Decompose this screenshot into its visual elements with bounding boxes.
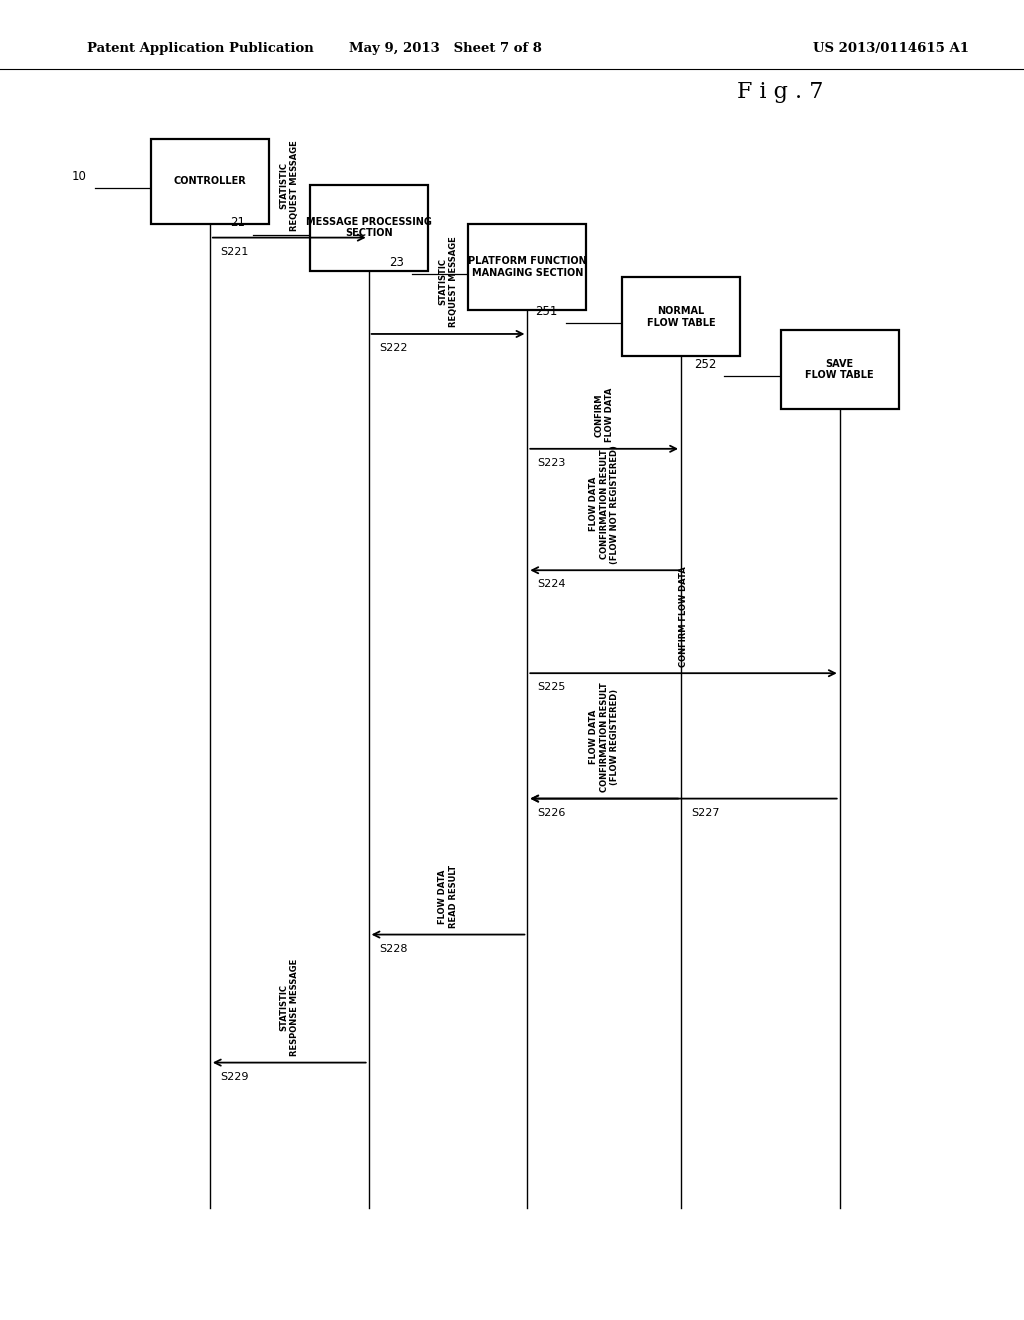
Text: S227: S227 <box>691 808 720 818</box>
Text: PLATFORM FUNCTION
MANAGING SECTION: PLATFORM FUNCTION MANAGING SECTION <box>468 256 587 279</box>
Text: STATISTIC
RESPONSE MESSAGE: STATISTIC RESPONSE MESSAGE <box>280 958 299 1056</box>
Text: FLOW DATA
CONFIRMATION RESULT
(FLOW REGISTERED): FLOW DATA CONFIRMATION RESULT (FLOW REGI… <box>589 682 620 792</box>
Text: CONFIRM FLOW DATA: CONFIRM FLOW DATA <box>679 566 688 667</box>
Text: NORMAL
FLOW TABLE: NORMAL FLOW TABLE <box>646 306 716 327</box>
Bar <box>152 139 268 224</box>
Text: S224: S224 <box>538 579 566 590</box>
Bar <box>623 277 739 356</box>
Bar <box>469 224 586 310</box>
Text: STATISTIC
REQUEST MESSAGE: STATISTIC REQUEST MESSAGE <box>438 236 458 327</box>
Text: 21: 21 <box>230 216 246 230</box>
Bar <box>780 330 899 409</box>
Text: S221: S221 <box>220 247 249 257</box>
Text: S225: S225 <box>538 682 566 693</box>
Text: Patent Application Publication: Patent Application Publication <box>87 42 313 55</box>
Text: S228: S228 <box>379 944 408 954</box>
Text: 251: 251 <box>536 305 557 318</box>
Text: CONFIRM
FLOW DATA: CONFIRM FLOW DATA <box>595 388 613 442</box>
Text: FLOW DATA
READ RESULT: FLOW DATA READ RESULT <box>438 865 458 928</box>
Text: SAVE
FLOW TABLE: SAVE FLOW TABLE <box>805 359 874 380</box>
Text: STATISTIC
REQUEST MESSAGE: STATISTIC REQUEST MESSAGE <box>280 140 299 231</box>
Text: CONTROLLER: CONTROLLER <box>173 177 247 186</box>
Text: 252: 252 <box>694 358 716 371</box>
Bar <box>309 185 428 271</box>
Text: 10: 10 <box>72 170 86 183</box>
Text: F i g . 7: F i g . 7 <box>737 82 823 103</box>
Text: MESSAGE PROCESSING
SECTION: MESSAGE PROCESSING SECTION <box>306 216 431 239</box>
Text: May 9, 2013   Sheet 7 of 8: May 9, 2013 Sheet 7 of 8 <box>349 42 542 55</box>
Text: 23: 23 <box>389 256 403 269</box>
Text: FLOW DATA
CONFIRMATION RESULT
(FLOW NOT REGISTERED): FLOW DATA CONFIRMATION RESULT (FLOW NOT … <box>589 445 620 564</box>
Text: S223: S223 <box>538 458 566 469</box>
Text: S226: S226 <box>538 808 566 818</box>
Text: S229: S229 <box>220 1072 249 1082</box>
Text: S222: S222 <box>379 343 408 354</box>
Text: US 2013/0114615 A1: US 2013/0114615 A1 <box>813 42 969 55</box>
